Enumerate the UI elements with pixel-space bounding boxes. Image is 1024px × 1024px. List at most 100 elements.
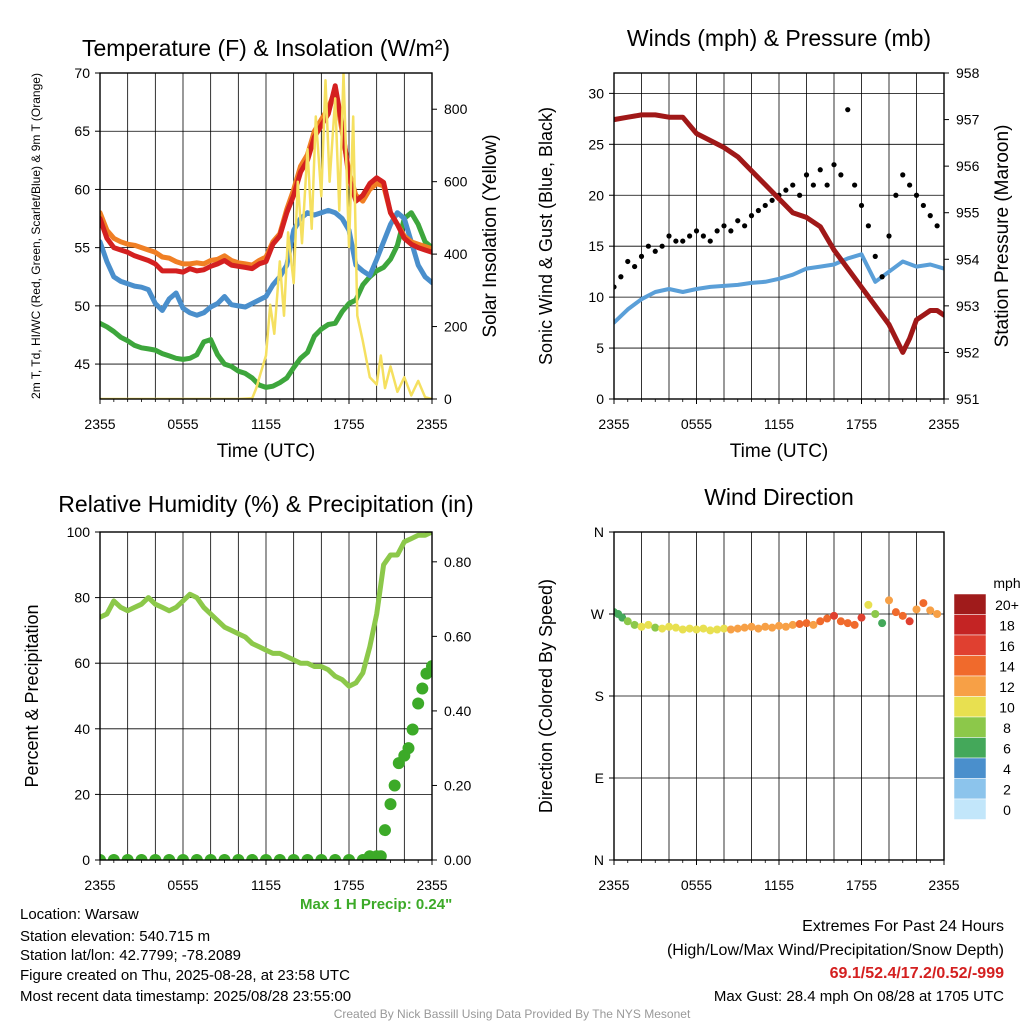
- figure-created: Figure created on Thu, 2025-08-28, at 23…: [20, 967, 350, 984]
- gust-point: [907, 182, 913, 188]
- gust-point: [673, 238, 679, 244]
- y-right-axis-label: Station Pressure (Maroon): [992, 125, 1013, 348]
- max-gust: Max Gust: 28.4 mph On 08/28 at 1705 UTC: [713, 988, 1004, 1005]
- colorbar-swatch: [953, 716, 987, 738]
- y-right-axis-label: Solar Insolation (Yellow): [480, 134, 501, 337]
- y-axis-label: Sonic Wind & Gust (Blue, Black): [536, 107, 556, 365]
- precip-point: [273, 854, 286, 860]
- gust-point: [920, 202, 926, 209]
- precip-point: [384, 798, 397, 811]
- gust-point: [680, 238, 686, 244]
- direction-point: [768, 623, 777, 632]
- x-axis-label: Time (UTC): [217, 441, 316, 462]
- precip-point: [135, 854, 148, 860]
- y-tick-label: N: [594, 852, 604, 868]
- gust-point: [762, 202, 768, 209]
- colorbar-label: 8: [1003, 720, 1011, 736]
- colorbar-label: 6: [1003, 741, 1011, 757]
- colorbar-label: 18: [999, 618, 1015, 634]
- gust-point: [872, 253, 878, 259]
- colorbar-label: 4: [1003, 761, 1011, 777]
- colorbar-swatch: [953, 737, 987, 759]
- direction-point: [871, 610, 880, 618]
- gust-point: [632, 263, 638, 270]
- series-line-maroon: [614, 112, 944, 355]
- precip-point: [246, 854, 259, 860]
- station-elevation: Station elevation: 540.715 m: [20, 928, 211, 945]
- direction-point: [692, 625, 701, 634]
- precip-point: [301, 854, 314, 860]
- series-line-sonic_blue: [614, 252, 944, 325]
- direction-point: [898, 611, 907, 620]
- precip-point: [329, 854, 342, 860]
- y-tick-label: 20: [588, 187, 604, 203]
- gust-point: [893, 192, 899, 198]
- y-right-tick-label: 200: [444, 319, 468, 335]
- x-tick-label: 1155: [251, 416, 281, 432]
- y-right-tick-label: 0.20: [444, 777, 471, 793]
- series-group: [614, 596, 942, 635]
- direction-point: [836, 617, 845, 626]
- colorbar-swatch: [953, 757, 987, 779]
- gust-point: [748, 213, 755, 219]
- gust-point: [810, 182, 816, 188]
- direction-point: [823, 614, 832, 623]
- gust-point: [934, 223, 940, 229]
- precip-point: [315, 854, 328, 860]
- y-tick-label: 25: [588, 136, 604, 152]
- precip-point: [190, 854, 203, 860]
- colorbar-title: mph: [993, 575, 1020, 591]
- direction-point: [864, 600, 873, 609]
- series-line-red: [100, 83, 432, 275]
- y-tick-label: 55: [74, 240, 90, 256]
- x-tick-label: 1755: [846, 416, 877, 432]
- x-tick-label: 2355: [928, 416, 959, 432]
- y-right-tick-label: 0.80: [444, 554, 471, 570]
- direction-point: [802, 619, 811, 628]
- gust-point: [879, 274, 885, 280]
- plot-frame: [613, 72, 945, 400]
- extremes-title: Extremes For Past 24 Hours: [802, 918, 1004, 935]
- colorbar-swatch: [953, 614, 987, 636]
- precip-point: [204, 854, 217, 860]
- y-right-tick-label: 953: [956, 298, 980, 314]
- y-tick-label: 45: [74, 356, 90, 372]
- y-tick-label: 0: [596, 391, 604, 407]
- y-right-tick-label: 800: [444, 101, 468, 117]
- direction-point: [816, 617, 825, 626]
- direction-point: [658, 624, 667, 633]
- direction-point: [933, 610, 942, 618]
- direction-point: [885, 596, 893, 605]
- y-right-tick-label: 0.60: [444, 628, 471, 644]
- x-tick-label: 1755: [333, 416, 364, 432]
- x-tick-label: 2355: [84, 416, 115, 432]
- direction-point: [926, 606, 935, 615]
- colorbar-swatch: [953, 798, 987, 820]
- y-tick-label: E: [595, 770, 604, 786]
- x-tick-label: 2355: [598, 877, 629, 893]
- direction-point: [775, 621, 783, 630]
- gust-point: [927, 213, 933, 219]
- x-tick-label: 1155: [764, 877, 794, 893]
- colorbar-swatch: [953, 696, 987, 718]
- y-tick-label: 0: [82, 852, 90, 868]
- y-tick-label: 80: [74, 590, 90, 606]
- precip-point: [149, 854, 162, 860]
- precip-point: [163, 854, 176, 860]
- direction-point: [754, 624, 763, 633]
- gust-point: [900, 172, 906, 178]
- gust-point: [735, 218, 741, 224]
- precip-point: [218, 854, 231, 860]
- gust-point: [769, 197, 775, 203]
- gust-point: [652, 248, 658, 254]
- direction-point: [726, 625, 735, 634]
- direction-chart: N E S W N 2355 0555 1155 1755 2355 Wind Direction D…: [536, 484, 1021, 893]
- y-right-tick-label: 400: [444, 246, 468, 262]
- extremes-subtitle: (High/Low/Max Wind/Precipitation/Snow De…: [666, 942, 1004, 959]
- precip-point: [412, 697, 425, 710]
- colorbar-label: 12: [999, 679, 1015, 695]
- direction-point: [706, 626, 715, 635]
- series-line-rh_green: [100, 532, 432, 689]
- plot-frame: [99, 531, 433, 861]
